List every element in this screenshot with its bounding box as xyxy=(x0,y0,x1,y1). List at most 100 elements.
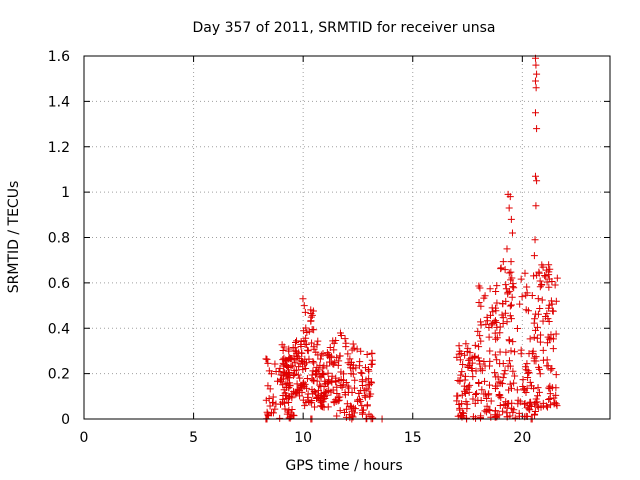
data-point xyxy=(342,379,350,387)
data-point xyxy=(488,304,496,312)
data-point xyxy=(546,395,554,403)
data-point xyxy=(303,328,311,336)
data-point xyxy=(454,376,462,384)
data-point xyxy=(301,341,309,349)
data-point xyxy=(324,380,332,388)
data-point xyxy=(337,375,345,383)
data-point xyxy=(280,375,288,383)
data-point xyxy=(475,282,483,290)
data-point xyxy=(360,387,368,395)
data-point xyxy=(462,398,470,406)
data-point xyxy=(535,388,543,396)
data-point xyxy=(269,398,277,406)
data-point xyxy=(513,386,521,394)
data-point xyxy=(539,399,547,407)
data-point xyxy=(485,381,493,389)
data-point xyxy=(508,229,516,237)
data-point xyxy=(495,378,503,386)
data-point xyxy=(344,359,352,367)
data-point xyxy=(503,318,511,326)
data-point xyxy=(499,407,507,415)
data-point xyxy=(506,380,514,388)
data-point xyxy=(356,397,364,405)
data-point xyxy=(549,345,557,353)
data-point xyxy=(276,414,284,422)
data-point xyxy=(475,343,483,351)
data-point xyxy=(545,283,553,291)
data-point xyxy=(293,380,301,388)
data-point xyxy=(510,284,518,292)
data-point xyxy=(529,347,537,355)
data-point xyxy=(307,309,315,317)
data-point xyxy=(526,335,534,343)
data-point xyxy=(505,386,513,394)
data-point xyxy=(507,258,515,266)
data-point xyxy=(545,384,553,392)
data-point xyxy=(286,381,294,389)
data-point xyxy=(281,405,289,413)
data-point xyxy=(363,402,371,410)
data-point xyxy=(289,372,297,380)
data-point xyxy=(534,295,542,303)
data-point xyxy=(543,403,551,411)
data-point xyxy=(533,402,541,410)
data-point xyxy=(478,386,486,394)
data-point xyxy=(272,400,280,408)
data-point xyxy=(535,269,543,277)
data-point xyxy=(275,367,283,375)
data-point xyxy=(503,404,511,412)
data-point xyxy=(549,307,557,315)
data-point xyxy=(532,84,540,92)
data-point xyxy=(506,302,514,310)
data-point xyxy=(333,412,341,420)
data-point xyxy=(521,399,529,407)
data-point xyxy=(509,283,517,291)
data-point xyxy=(533,125,541,133)
data-point xyxy=(536,338,544,346)
data-point xyxy=(311,403,319,411)
data-point xyxy=(301,402,309,410)
data-point xyxy=(500,401,508,409)
y-tick-label: 1 xyxy=(61,185,70,201)
data-point xyxy=(491,369,499,377)
data-point xyxy=(491,385,499,393)
data-point xyxy=(498,311,506,319)
data-point xyxy=(521,386,529,394)
data-point xyxy=(494,373,502,381)
data-point xyxy=(545,261,553,269)
data-point xyxy=(356,358,364,366)
data-point xyxy=(533,70,541,78)
data-point xyxy=(545,271,553,279)
data-point xyxy=(481,377,489,385)
data-point xyxy=(342,413,350,421)
data-point xyxy=(274,377,282,385)
data-point xyxy=(530,252,538,260)
data-point xyxy=(535,363,543,371)
data-point xyxy=(265,367,273,375)
data-point xyxy=(282,380,290,388)
data-point xyxy=(545,396,553,404)
data-point xyxy=(472,391,480,399)
data-point xyxy=(361,392,369,400)
data-point xyxy=(278,398,286,406)
data-point xyxy=(511,414,519,422)
chart-title: Day 357 of 2011, SRMTID for receiver uns… xyxy=(192,20,495,36)
data-point xyxy=(534,384,542,392)
data-point xyxy=(508,274,516,282)
data-point xyxy=(501,367,509,375)
data-point xyxy=(302,334,310,342)
data-point xyxy=(539,317,547,325)
data-point xyxy=(493,334,501,342)
data-point xyxy=(508,293,516,301)
data-point xyxy=(517,346,525,354)
data-point xyxy=(480,294,488,302)
data-point xyxy=(262,355,270,363)
data-point xyxy=(539,346,547,354)
data-point xyxy=(358,376,366,384)
data-point xyxy=(506,362,514,370)
data-point xyxy=(283,391,291,399)
data-point xyxy=(544,333,552,341)
data-point xyxy=(533,177,541,185)
data-point xyxy=(342,339,350,347)
data-point xyxy=(319,350,327,358)
